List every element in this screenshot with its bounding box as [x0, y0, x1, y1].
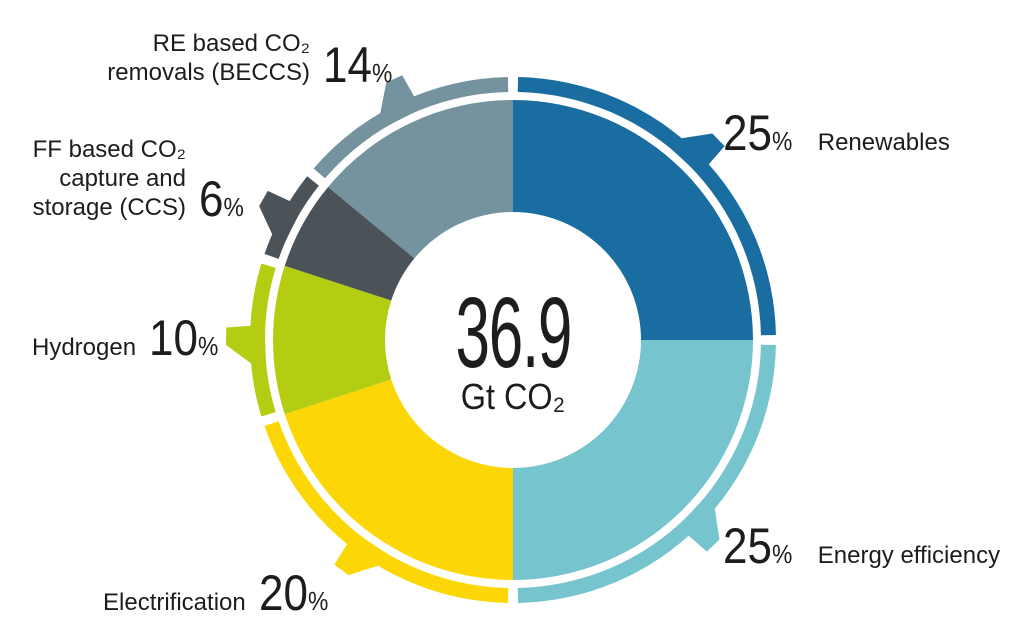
donut-segment-hydrogen: [273, 265, 392, 415]
segment-label-electrification: Electrification: [103, 589, 246, 616]
ring-segment-ccs: [264, 176, 319, 259]
label-group-electrification: Electrification 20%: [103, 568, 337, 618]
percent-sign: %: [771, 126, 793, 156]
percent-sign: %: [223, 192, 244, 223]
donut-segment-electrification: [284, 379, 513, 580]
label-group-beccs: RE based CO₂ removals (BECCS) 14%: [96, 30, 402, 93]
segment-label-ccs: FF based CO₂ capture and storage (CCS): [32, 136, 186, 221]
percent-sign: %: [198, 331, 219, 361]
segment-label-beccs: RE based CO₂ removals (BECCS): [107, 30, 310, 86]
percent-sign: %: [371, 57, 393, 88]
ring-segment-hydrogen: [250, 263, 276, 417]
ring-segment-beccs: [313, 77, 509, 179]
segment-value-ccs: 6%: [199, 171, 244, 228]
center-total-unit: Gt CO₂: [460, 376, 566, 417]
segment-label-energy-efficiency: Energy efficiency: [817, 542, 1001, 569]
label-group-energy-efficiency: 25% Energy efficiency: [723, 521, 1000, 571]
donut-segment-ccs: [284, 187, 415, 301]
segment-value-electrification: 20%: [258, 565, 329, 621]
ring-segment-renewables: [517, 77, 776, 336]
segment-value-beccs: 14%: [323, 36, 393, 93]
chart-center-value: 36.9 Gt CO₂: [363, 283, 663, 417]
segment-value-energy-efficiency: 25%: [723, 518, 793, 574]
percent-sign: %: [307, 586, 329, 616]
label-group-hydrogen: Hydrogen 10%: [32, 313, 228, 363]
donut-segment-renewables: [513, 100, 753, 340]
segment-label-renewables: Renewables: [817, 129, 950, 156]
label-group-ccs: FF based CO₂ capture and storage (CCS) 6…: [24, 136, 250, 228]
ring-segment-electrification: [264, 421, 509, 603]
segment-value-hydrogen: 10%: [149, 310, 219, 366]
donut-segment-beccs: [328, 100, 513, 259]
donut-segment-energy-efficiency: [513, 340, 753, 580]
percent-sign: %: [771, 539, 793, 569]
segment-value-renewables: 25%: [723, 105, 793, 161]
center-total-number: 36.9: [455, 277, 572, 389]
segment-label-hydrogen: Hydrogen: [32, 334, 137, 361]
label-group-renewables: 25% Renewables: [723, 108, 950, 158]
ring-segment-energy-efficiency: [517, 344, 776, 603]
